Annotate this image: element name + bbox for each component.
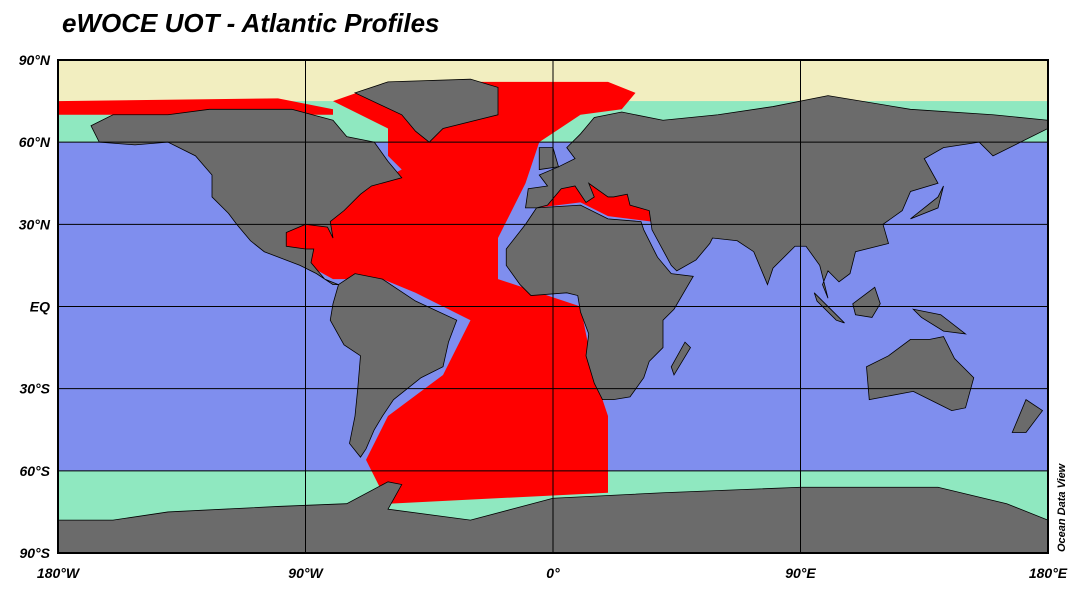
japan (911, 186, 944, 219)
lat-tick-label: 30°N (19, 216, 51, 232)
credit: Ocean Data View (1056, 462, 1068, 552)
lon-tick-label: 90°E (785, 565, 816, 581)
lat-tick-label: EQ (30, 299, 50, 315)
north-america (91, 109, 402, 284)
australia (867, 337, 974, 411)
lat-tick-label: 60°S (19, 463, 50, 479)
lat-tick-label: 30°S (19, 381, 50, 397)
lon-tick-label: 0° (546, 565, 560, 581)
new-guinea (913, 309, 965, 334)
lon-tick-label: 180°E (1029, 565, 1068, 581)
new-zealand (1012, 400, 1042, 433)
sumatra (814, 293, 844, 323)
south-america (330, 274, 457, 458)
profile-coverage-med (536, 183, 652, 222)
geography (58, 60, 1048, 553)
lat-tick-label: 90°N (19, 52, 51, 68)
profile-coverage (283, 81, 636, 504)
eurasia (526, 96, 1048, 299)
borneo (853, 287, 881, 317)
lat-tick-label: 90°S (19, 545, 50, 561)
lon-tick-label: 90°W (288, 565, 324, 581)
lon-tick-label: 180°W (37, 565, 81, 581)
madagascar (671, 342, 690, 375)
map-title: eWOCE UOT - Atlantic Profiles (62, 8, 440, 38)
lat-tick-label: 60°N (19, 134, 51, 150)
greenland (355, 79, 498, 142)
